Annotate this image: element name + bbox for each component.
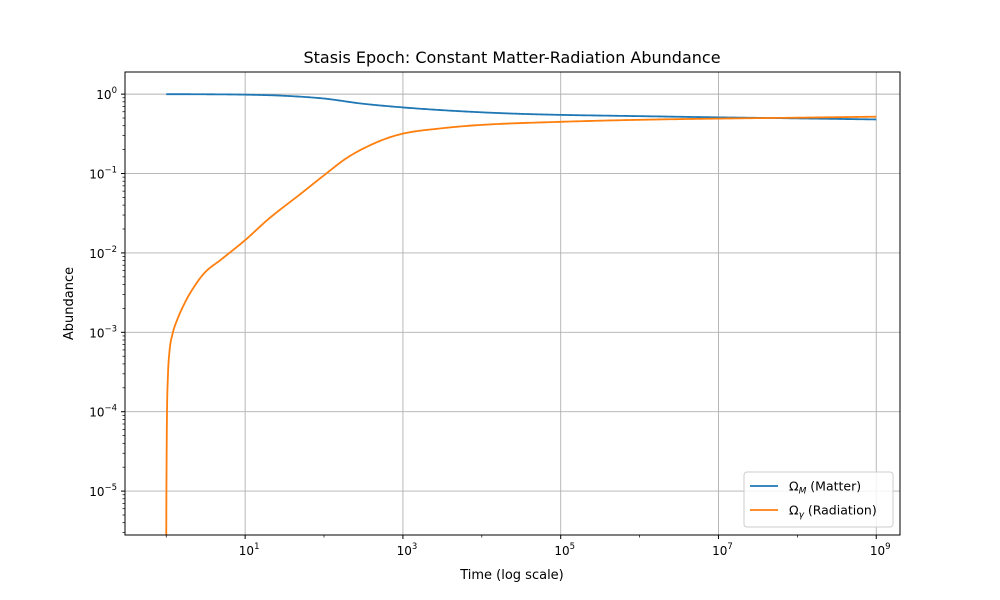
- series-lines: [165, 93, 877, 536]
- y-tick-label: 10−2: [89, 245, 117, 261]
- x-axis-label: Time (log scale): [459, 568, 564, 583]
- legend-radiation-label: Ωγ (Radiation): [789, 503, 877, 521]
- matter-series-line: [166, 93, 877, 121]
- y-axis: 100 10−1 10−2 10−3 10−4 10−5: [89, 86, 125, 533]
- y-tick-label: 10−5: [89, 483, 117, 499]
- y-tick-label: 10−1: [89, 166, 117, 182]
- legend-box: [743, 471, 894, 528]
- radiation-series-line: [165, 115, 877, 536]
- y-tick-label: 10−3: [89, 324, 117, 340]
- x-axis: 101 103 105 107 109: [165, 535, 891, 558]
- legend-matter-label: ΩM (Matter): [789, 479, 861, 497]
- legend: ΩM (Matter) Ωγ (Radiation): [743, 471, 894, 528]
- y-axis-label: Abundance: [62, 267, 77, 340]
- y-tick-label: 100: [96, 86, 117, 102]
- plot-frame: [124, 71, 901, 536]
- chart-title: Stasis Epoch: Constant Matter-Radiation …: [303, 48, 720, 67]
- x-tick-label: 105: [554, 542, 575, 558]
- y-tick-label: 10−4: [89, 404, 117, 420]
- x-tick-label: 109: [870, 542, 891, 558]
- x-tick-label: 107: [712, 542, 733, 558]
- x-tick-label: 101: [239, 542, 260, 558]
- x-tick-label: 103: [397, 542, 418, 558]
